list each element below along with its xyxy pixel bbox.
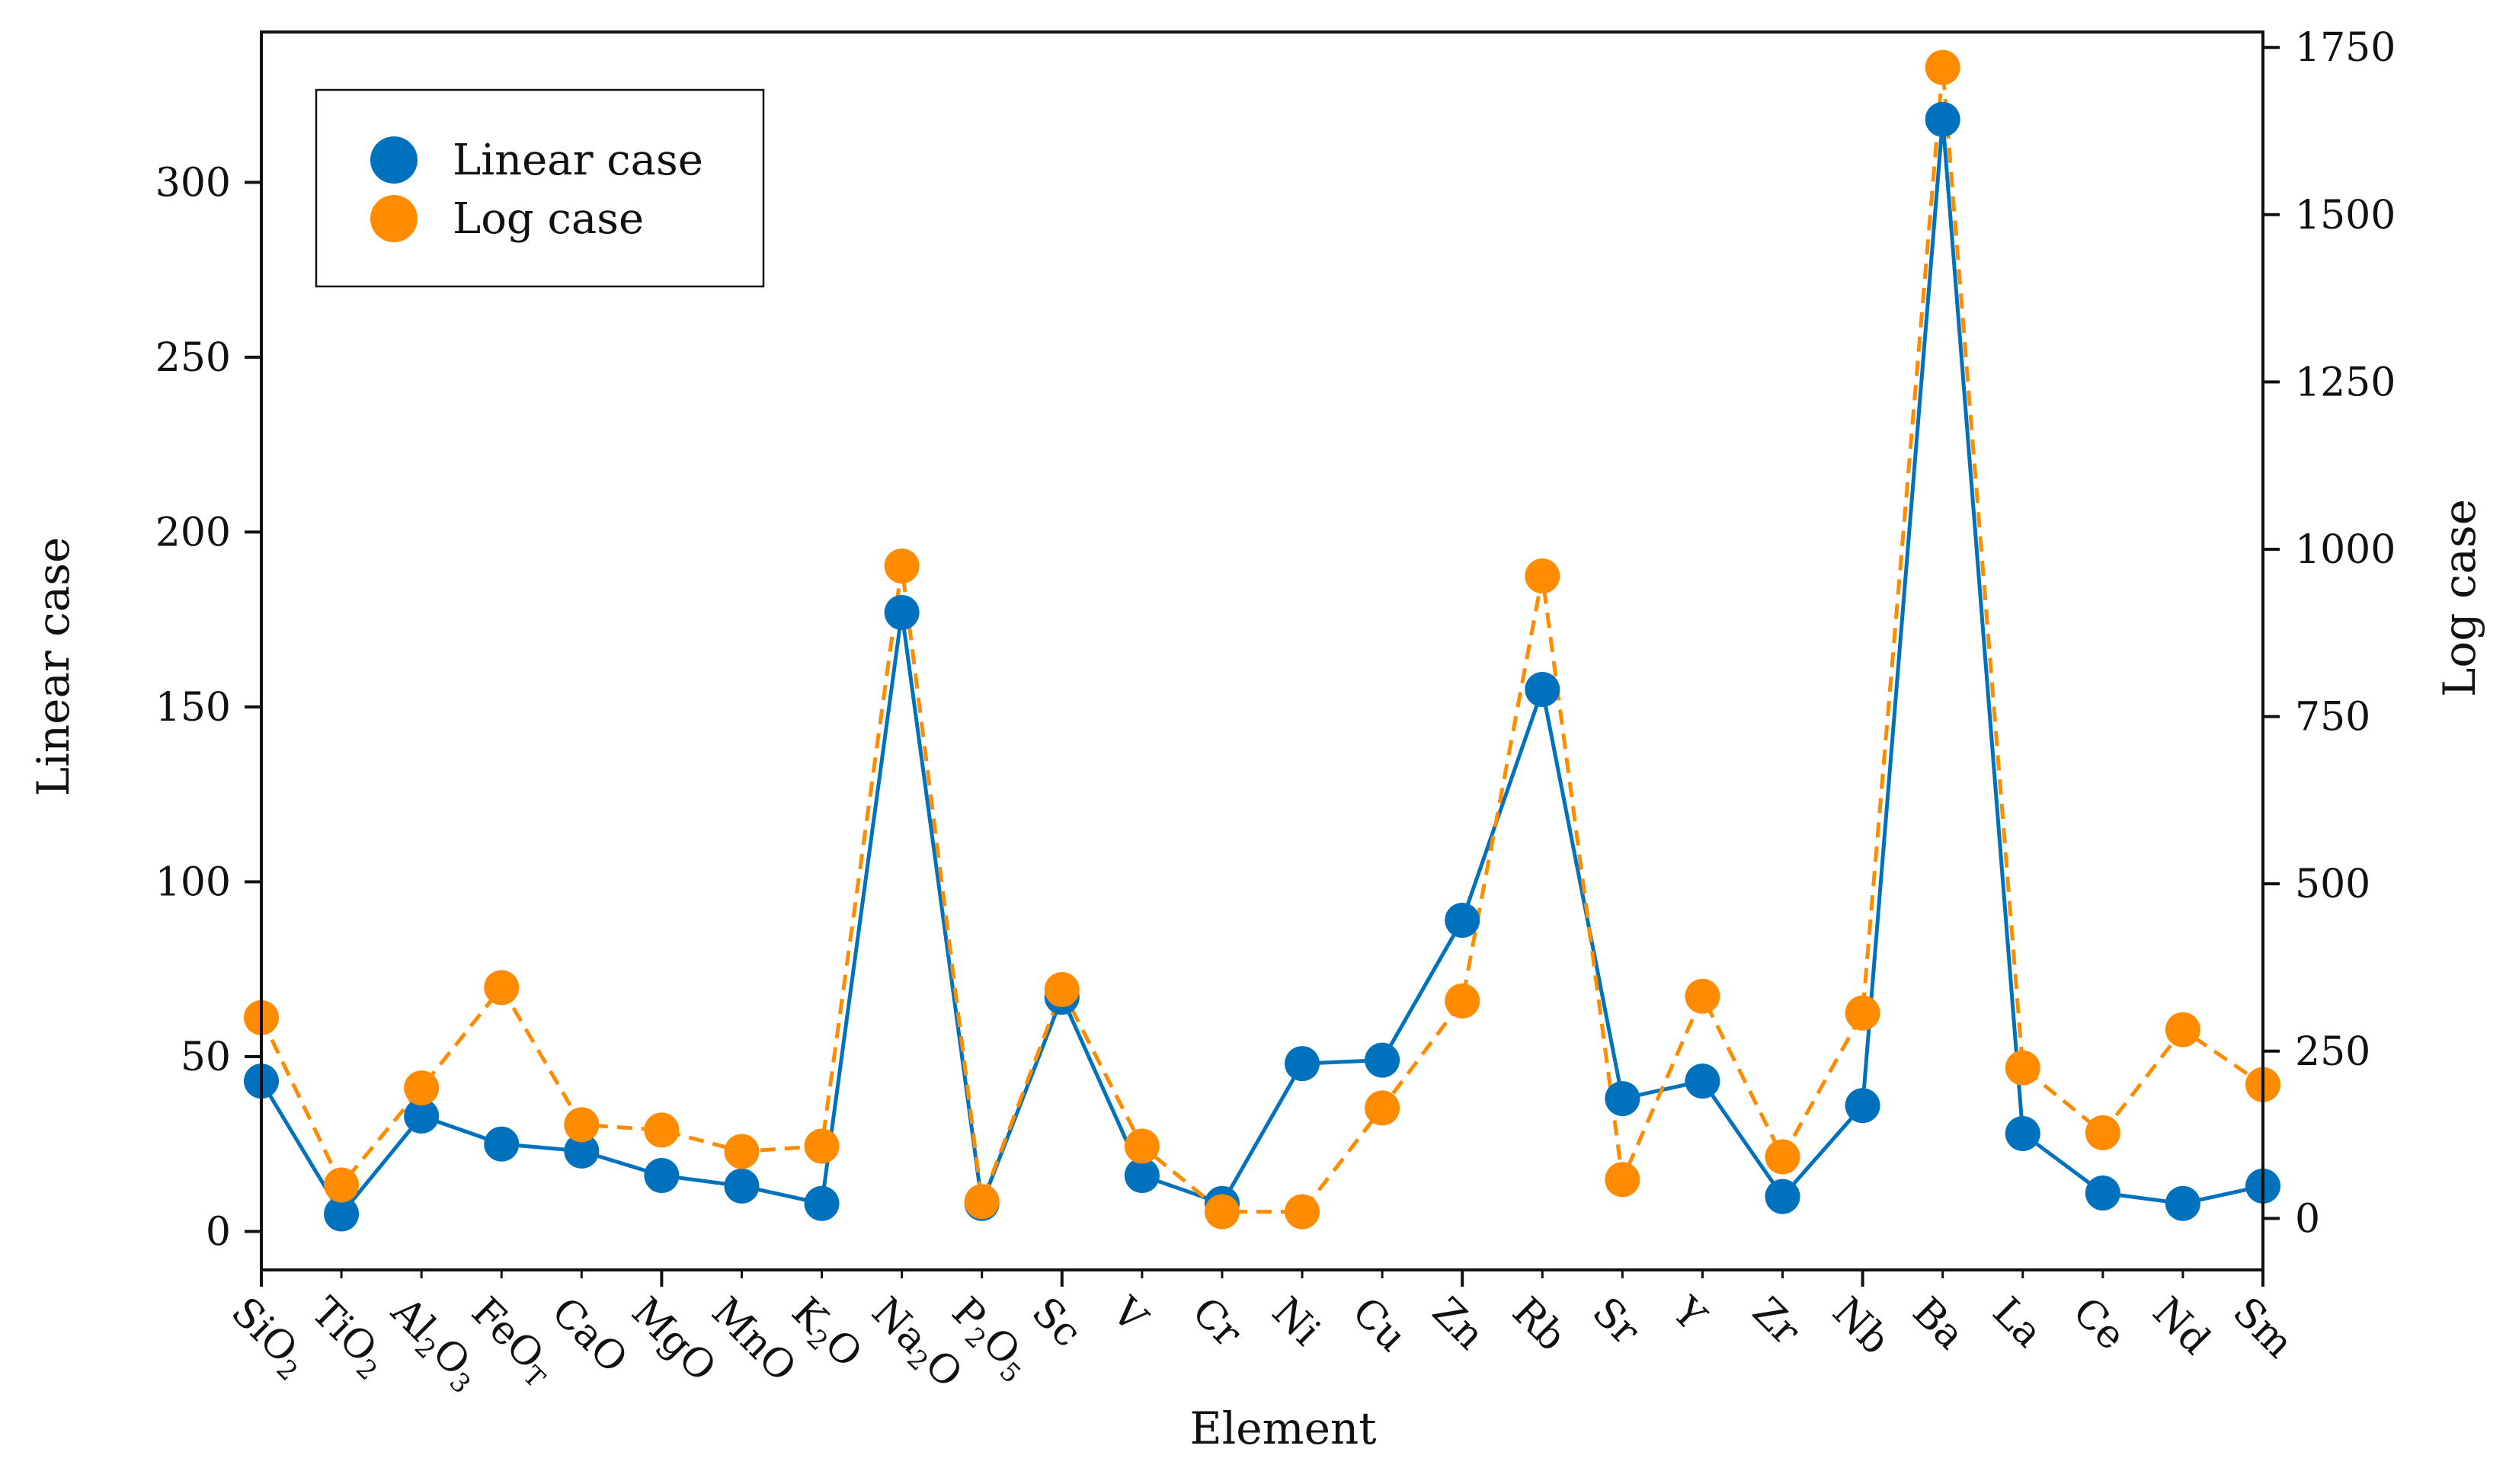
- point-linear-case-k2o: [804, 1185, 840, 1221]
- point-log-case-p2o5: [964, 1184, 1000, 1220]
- point-log-case-zn: [1445, 983, 1480, 1019]
- y-right-tick-label-1250: 1250: [2295, 360, 2396, 405]
- point-log-case-y: [1685, 978, 1720, 1014]
- point-log-case-al2o3: [404, 1070, 440, 1106]
- point-linear-case-nb: [1845, 1088, 1880, 1124]
- y-axis-left-title: Linear case: [27, 537, 79, 797]
- y-left-tick-label-200: 200: [155, 510, 231, 555]
- legend-box: [315, 88, 765, 288]
- legend-label-linear-case: Linear case: [453, 136, 703, 185]
- y-axis-left: 0 50 100 150 200 250 300: [155, 160, 261, 1255]
- point-linear-case-tio2: [324, 1196, 360, 1232]
- point-log-case-v: [1124, 1128, 1160, 1164]
- point-log-case-mno: [724, 1134, 760, 1169]
- point-linear-case-zn: [1445, 902, 1480, 938]
- point-linear-case-cao: [564, 1133, 600, 1169]
- point-linear-case-al2o3: [404, 1099, 440, 1134]
- y-right-tick-label-1750: 1750: [2295, 25, 2396, 71]
- point-linear-case-ce: [2085, 1175, 2120, 1211]
- point-linear-case-sr: [1605, 1081, 1640, 1117]
- point-linear-case-mno: [724, 1168, 760, 1204]
- y-right-tick-label-250: 250: [2295, 1029, 2370, 1075]
- y-left-tick-label-300: 300: [155, 160, 231, 206]
- point-log-case-nd: [2165, 1012, 2200, 1047]
- point-log-case-rb: [1525, 558, 1560, 594]
- y-right-tick-label-0: 0: [2295, 1196, 2320, 1242]
- y-left-tick-label-100: 100: [155, 859, 231, 905]
- y-left-tick-label-0: 0: [206, 1210, 231, 1255]
- point-log-case-sc: [1044, 971, 1080, 1007]
- point-linear-case-na2o: [884, 595, 920, 631]
- y-axis-right-title: Log case: [2434, 499, 2485, 697]
- y-right-tick-label-750: 750: [2295, 695, 2370, 740]
- point-log-case-nb: [1845, 995, 1880, 1031]
- point-linear-case-la: [2005, 1115, 2040, 1151]
- point-linear-case-rb: [1525, 671, 1560, 707]
- point-log-case-mgo: [644, 1112, 680, 1148]
- point-log-case-sr: [1605, 1162, 1640, 1198]
- point-log-case-tio2: [324, 1167, 360, 1203]
- legend-marker-linear-case: [370, 136, 418, 184]
- plot-frame: [260, 30, 2264, 1271]
- point-log-case-ce: [2085, 1115, 2120, 1150]
- legend-marker-log-case: [370, 195, 418, 242]
- point-log-case-k2o: [804, 1128, 840, 1164]
- point-log-case-cao: [564, 1107, 600, 1143]
- y-axis-right: 0 250 500 750 1000 1250 1500 1750: [2263, 25, 2396, 1242]
- y-left-tick-label-50: 50: [181, 1035, 231, 1080]
- point-log-case-cr: [1204, 1194, 1240, 1230]
- y-right-tick-label-500: 500: [2295, 862, 2370, 907]
- y-right-tick-label-1000: 1000: [2295, 527, 2396, 573]
- point-linear-case-v: [1124, 1158, 1160, 1194]
- point-linear-case-mgo: [644, 1158, 680, 1194]
- y-right-tick-label-1500: 1500: [2295, 193, 2396, 238]
- point-linear-case-ba: [1925, 101, 1960, 137]
- point-linear-case-cu: [1365, 1042, 1400, 1078]
- legend: Linear case Log case: [315, 88, 765, 288]
- point-linear-case-zr: [1765, 1179, 1800, 1214]
- y-left-tick-label-250: 250: [155, 335, 231, 381]
- point-log-case-la: [2005, 1050, 2040, 1086]
- point-linear-case-ni: [1285, 1046, 1320, 1082]
- point-log-case-na2o: [884, 548, 920, 584]
- point-linear-case-y: [1685, 1063, 1720, 1099]
- x-axis-title: Element: [1189, 1402, 1376, 1454]
- point-linear-case-nd: [2165, 1185, 2200, 1221]
- legend-label-log-case: Log case: [453, 194, 644, 244]
- point-log-case-ni: [1285, 1194, 1320, 1230]
- point-log-case-feot: [484, 970, 520, 1006]
- y-left-tick-label-150: 150: [155, 685, 231, 731]
- point-log-case-ba: [1925, 50, 1960, 85]
- point-log-case-zr: [1765, 1139, 1800, 1175]
- point-log-case-cu: [1365, 1090, 1400, 1126]
- point-linear-case-feot: [484, 1126, 520, 1162]
